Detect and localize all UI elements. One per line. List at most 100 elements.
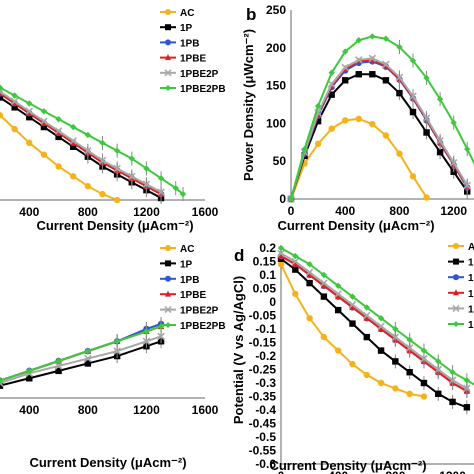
data-point: [382, 60, 390, 69]
data-point: [436, 96, 444, 103]
data-point: [328, 125, 335, 132]
panel-d: 040080012000.20.150.10.050-0.05-0.1-0.15…: [231, 241, 474, 474]
data-point: [328, 69, 335, 76]
y-tick-label: -0.5: [255, 430, 276, 444]
legend-entry: 1PBE2PB: [468, 320, 474, 331]
data-point: [395, 73, 404, 82]
data-point: [40, 123, 48, 131]
data-point: [84, 347, 92, 355]
data-point: [113, 338, 121, 345]
data-point: [409, 57, 417, 64]
legend-marker: [453, 258, 459, 265]
data-point: [420, 379, 428, 387]
y-tick-label: -0.15: [249, 336, 277, 350]
y-axis-label: Power Density (μWcm⁻²): [241, 29, 256, 181]
legend-marker: [165, 260, 171, 267]
data-point: [448, 376, 457, 385]
legend-marker: [453, 321, 459, 327]
data-point: [420, 347, 428, 354]
data-point: [369, 33, 376, 40]
data-point: [342, 77, 349, 84]
series-group: [0, 317, 165, 389]
data-point: [11, 92, 18, 99]
data-point: [434, 365, 443, 374]
legend-marker: [453, 274, 459, 281]
y-tick-label: -0.3: [255, 376, 276, 390]
data-point: [435, 390, 442, 397]
series-line-1pbe2pb: [0, 86, 184, 195]
series-line-1pb: [0, 92, 162, 195]
data-point: [409, 92, 417, 100]
data-point: [396, 89, 403, 97]
data-point: [26, 100, 33, 107]
legend-marker: [165, 24, 171, 31]
data-point: [450, 119, 457, 126]
y-axis-label: Potential (V vs Ag/AgCl): [231, 276, 246, 424]
series-group: [287, 33, 474, 203]
series-group: [0, 84, 187, 204]
data-point: [292, 266, 299, 273]
data-point: [396, 150, 403, 157]
data-point: [406, 390, 413, 397]
data-point: [392, 385, 399, 392]
data-point: [84, 354, 92, 363]
data-point: [463, 404, 471, 411]
x-tick-label: 400: [19, 205, 39, 219]
data-point: [363, 304, 370, 311]
x-tick-label: 1200: [133, 403, 160, 417]
legend-entry: 1P: [180, 259, 193, 270]
data-point: [128, 172, 136, 181]
data-point: [40, 151, 48, 158]
series-line-1pbe2pb: [0, 325, 162, 382]
y-tick-label: 50: [273, 154, 287, 168]
x-tick-label: 800: [78, 205, 98, 219]
data-point: [142, 180, 151, 188]
data-point: [157, 188, 165, 196]
data-point: [306, 315, 313, 322]
series-group: [277, 244, 474, 415]
data-point: [349, 293, 356, 300]
y-tick-label: 250: [266, 3, 286, 17]
data-point: [334, 347, 342, 354]
panel-label: b: [246, 5, 256, 24]
data-point: [342, 117, 349, 124]
data-point: [40, 119, 48, 126]
data-point: [409, 173, 417, 180]
data-point: [392, 358, 399, 365]
data-point: [355, 56, 363, 64]
legend-marker: [165, 39, 171, 46]
y-tick-label: -0.4: [255, 403, 276, 417]
data-point: [463, 384, 471, 393]
data-point: [449, 369, 456, 376]
data-point: [369, 120, 376, 128]
data-point: [348, 300, 357, 309]
data-point: [377, 325, 385, 332]
data-point: [84, 131, 92, 139]
legend-entry: 1P: [468, 258, 474, 269]
data-point: [436, 148, 444, 156]
y-tick-label: 200: [266, 41, 286, 55]
data-point: [464, 145, 471, 153]
series-line-1pbe2p: [290, 57, 469, 200]
data-point: [113, 196, 121, 204]
y-tick-label: -0.1: [255, 322, 276, 336]
data-point: [292, 260, 299, 267]
data-point: [382, 132, 390, 139]
legend-entry: 1PBE2PB: [180, 84, 226, 95]
y-tick-label: -0.2: [255, 349, 276, 363]
data-point: [99, 139, 106, 147]
series-line-1pbe: [0, 325, 162, 382]
data-point: [26, 367, 33, 375]
legend-entry: AC: [468, 242, 474, 253]
legend-entry: 1PBE: [180, 290, 206, 301]
data-point: [363, 314, 370, 321]
data-point: [435, 358, 442, 365]
data-point: [40, 117, 48, 125]
y-tick-label: 0: [279, 192, 286, 206]
data-point: [377, 322, 385, 331]
legend-marker: [165, 85, 171, 91]
data-point: [355, 37, 362, 44]
data-point: [54, 362, 63, 370]
data-point: [11, 125, 18, 133]
legend-entry: 1PBE2P: [180, 69, 219, 80]
